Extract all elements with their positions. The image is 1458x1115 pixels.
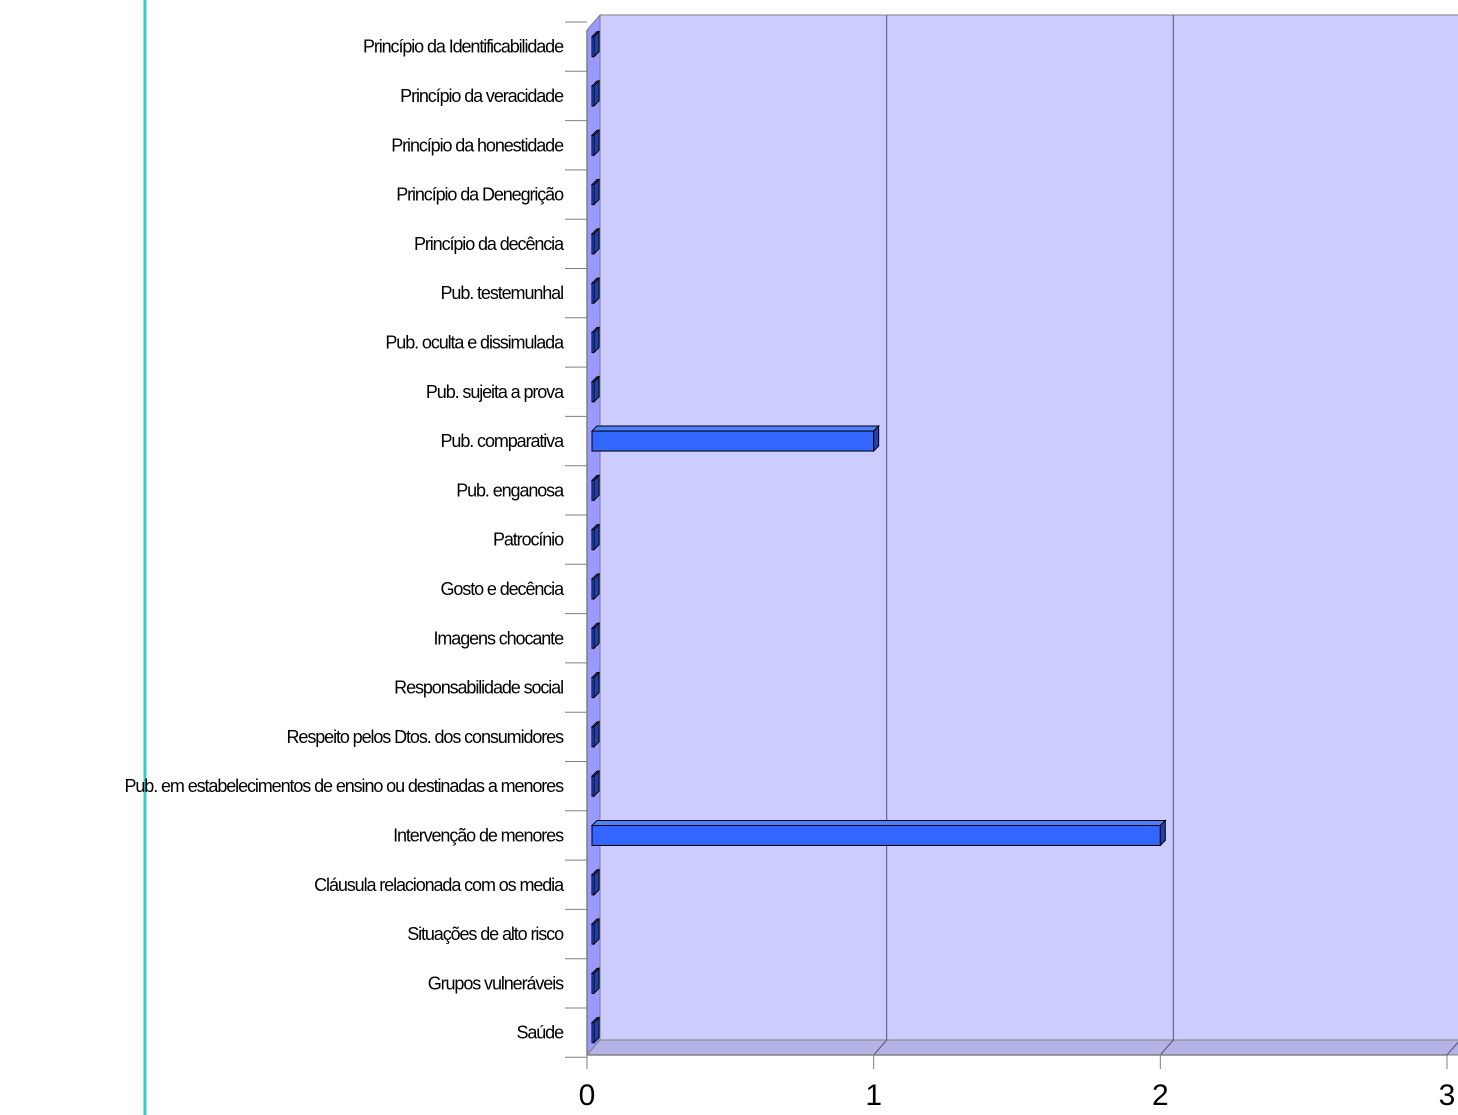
bar-side bbox=[593, 375, 600, 403]
x-tick-label: 1 bbox=[865, 1079, 882, 1112]
bar bbox=[590, 79, 601, 108]
bar bbox=[590, 622, 601, 650]
x-tick-label: 0 bbox=[579, 1079, 596, 1112]
bar-side bbox=[593, 129, 600, 157]
bar bbox=[590, 178, 601, 206]
category-label: Pub. oculta e dissimulada bbox=[385, 332, 565, 352]
bar bbox=[590, 967, 601, 995]
bar-side bbox=[593, 917, 600, 946]
bar bbox=[590, 227, 601, 256]
gridlines bbox=[886, 15, 1174, 1040]
bar-side bbox=[1159, 819, 1166, 847]
floor-gridline bbox=[1159, 1039, 1174, 1056]
bar bbox=[590, 326, 601, 354]
bar-side bbox=[593, 30, 600, 58]
floor-gridline bbox=[873, 1039, 888, 1056]
category-label: Intervenção de menores bbox=[393, 825, 564, 845]
category-label: Grupos vulneráveis bbox=[428, 973, 564, 993]
bar-front bbox=[591, 430, 875, 452]
category-label: Saúde bbox=[516, 1023, 564, 1043]
bar bbox=[590, 424, 880, 453]
category-label: Responsabilidade social bbox=[394, 678, 563, 698]
bar-front bbox=[591, 824, 1161, 846]
category-label: Pub. sujeita a prova bbox=[426, 382, 565, 402]
category-label: Princípio da Identificabilidade bbox=[363, 37, 564, 57]
category-label: Princípio da honestidade bbox=[391, 135, 564, 155]
category-label: Pub. em estabelecimentos de ensino ou de… bbox=[124, 776, 564, 796]
bar bbox=[590, 1016, 601, 1044]
category-label: Princípio da decência bbox=[414, 234, 565, 254]
category-label: Respeito pelos Dtos. dos consumidores bbox=[287, 727, 565, 747]
bar-side bbox=[593, 1016, 600, 1044]
bar-side bbox=[593, 178, 600, 206]
bar bbox=[590, 720, 601, 749]
bar-side bbox=[593, 671, 600, 699]
category-label: Gosto e decência bbox=[441, 579, 566, 599]
bar bbox=[590, 129, 601, 157]
bar bbox=[590, 671, 601, 699]
bar bbox=[590, 917, 601, 946]
bar bbox=[590, 30, 601, 58]
bar-side bbox=[593, 720, 600, 749]
bar bbox=[590, 819, 1167, 847]
bar bbox=[590, 276, 601, 305]
bar bbox=[590, 523, 601, 551]
category-labels: Princípio da Identificabilidade Princípio… bbox=[124, 37, 566, 1043]
bar-side bbox=[593, 622, 600, 650]
bar bbox=[590, 769, 601, 798]
category-label: Cláusula relacionada com os media bbox=[314, 875, 565, 895]
x-tick-labels: 0 1 2 3 bbox=[579, 1079, 1456, 1112]
category-label: Imagens chocante bbox=[434, 628, 565, 648]
bar bbox=[590, 375, 601, 403]
x-tick-label: 2 bbox=[1152, 1079, 1169, 1112]
bar bbox=[590, 572, 601, 601]
bar-top bbox=[590, 819, 1167, 826]
plot-area: Princípio da Identificabilidade Princípio… bbox=[124, 13, 1458, 1112]
floor bbox=[585, 1039, 1458, 1056]
back-wall bbox=[599, 14, 1458, 1041]
x-axis bbox=[586, 1054, 1448, 1069]
bar-side bbox=[593, 868, 600, 896]
bar-side bbox=[593, 769, 600, 798]
bar-side bbox=[593, 572, 600, 601]
category-label: Princípio da Denegrição bbox=[396, 185, 564, 205]
x-tick-label: 3 bbox=[1439, 1079, 1456, 1112]
bar-side bbox=[593, 474, 600, 502]
bar bbox=[590, 474, 601, 502]
bar-side bbox=[593, 326, 600, 354]
bar-side bbox=[593, 523, 600, 551]
bar-side bbox=[593, 227, 600, 256]
bar bbox=[590, 868, 601, 896]
category-label: Pub. comparativa bbox=[441, 431, 566, 451]
bar-side bbox=[593, 276, 600, 305]
category-label: Situações de alto risco bbox=[407, 924, 564, 944]
category-label: Pub. testemunhal bbox=[441, 283, 564, 303]
category-label: Patrocínio bbox=[493, 530, 564, 550]
y-axis bbox=[565, 21, 588, 1058]
category-label: Princípio da veracidade bbox=[400, 86, 564, 106]
bars bbox=[590, 30, 1167, 1044]
bar-side bbox=[593, 79, 600, 108]
bar-side bbox=[873, 424, 880, 453]
bar-top bbox=[590, 425, 880, 432]
bar-side bbox=[593, 967, 600, 995]
category-label: Pub. enganosa bbox=[456, 480, 565, 500]
